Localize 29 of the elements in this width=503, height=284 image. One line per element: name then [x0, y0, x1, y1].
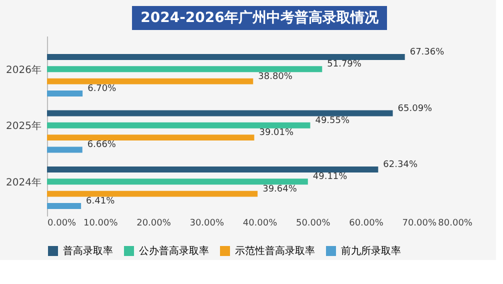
data-label: 49.55% — [315, 116, 350, 126]
data-label: 51.79% — [327, 60, 362, 70]
x-tick-label: 10.00% — [83, 218, 118, 228]
data-label: 6.70% — [88, 84, 117, 94]
x-tick-label: 70.00% — [402, 218, 437, 228]
x-tick-label: 30.00% — [190, 218, 224, 228]
x-tick-label: 0.00% — [48, 218, 77, 228]
legend-label: 普高录取率 — [63, 245, 113, 257]
data-label: 38.80% — [258, 72, 293, 82]
y-tick-label: 2025年 — [6, 120, 42, 132]
legend-label: 公办普高录取率 — [139, 245, 209, 257]
y-tick-label: 2024年 — [6, 176, 42, 188]
data-label: 65.09% — [398, 104, 433, 114]
data-label: 67.36% — [410, 48, 445, 58]
data-label: 39.01% — [259, 128, 294, 138]
data-label: 6.41% — [86, 196, 116, 206]
x-tick-label: 40.00% — [242, 218, 278, 228]
legend-label: 前九所录取率 — [341, 245, 401, 257]
x-tick-label: 50.00% — [296, 218, 331, 228]
data-label: 49.11% — [312, 172, 348, 182]
x-tick-label: 80.00% — [438, 218, 473, 228]
chart-title: 2024-2026年广州中考普高录取情况 — [140, 9, 380, 26]
data-label: 6.66% — [87, 140, 116, 150]
data-label: 62.34% — [383, 160, 418, 170]
legend-label: 示范性普高录取率 — [235, 245, 315, 257]
data-label: 39.64% — [262, 184, 298, 194]
y-tick-label: 2026年 — [6, 64, 42, 76]
x-tick-label: 20.00% — [136, 218, 172, 228]
x-tick-label: 60.00% — [349, 218, 384, 228]
